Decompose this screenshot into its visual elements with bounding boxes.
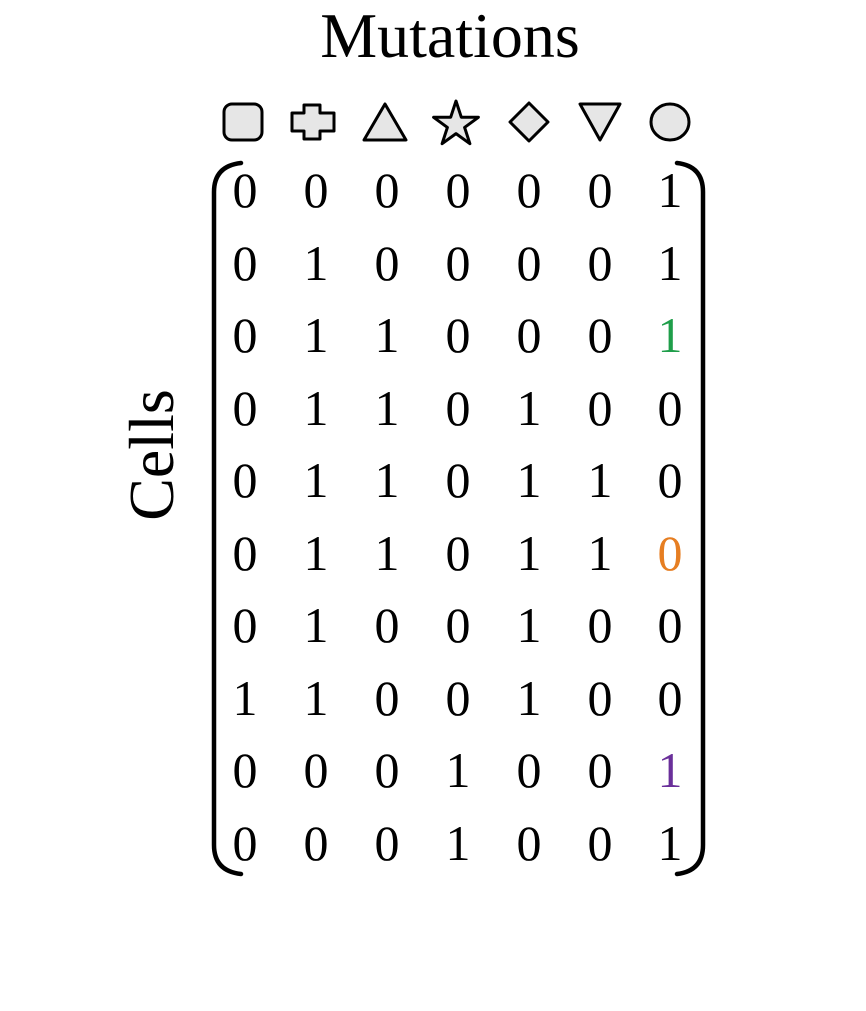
matrix-cell: 0 — [657, 669, 683, 726]
mutation-icons-row — [222, 99, 691, 146]
matrix-cell: 0 — [445, 379, 471, 436]
matrix-cell: 0 — [587, 742, 613, 798]
matrix-cell: 1 — [516, 524, 542, 581]
matrix-cell: 1 — [374, 379, 400, 436]
diagram-title: Mutations — [320, 0, 580, 71]
matrix-cell: 0 — [587, 669, 613, 726]
cells-axis-label: Cells — [116, 389, 187, 521]
matrix-cell: 1 — [516, 597, 542, 653]
matrix-cell: 0 — [374, 814, 400, 871]
matrix-cell: 0 — [445, 524, 471, 581]
matrix-cell: 0 — [516, 234, 542, 291]
matrix-cell: 1 — [587, 524, 613, 581]
matrix-cell: 0 — [516, 307, 542, 363]
matrix-cell: 0 — [303, 742, 329, 798]
matrix-cell: 0 — [232, 742, 258, 798]
matrix-cell: 1 — [303, 597, 329, 653]
matrix-cell: 0 — [374, 234, 400, 291]
matrix-cell: 1 — [303, 234, 329, 291]
matrix-cell: 0 — [445, 669, 471, 726]
matrix-cell: 1 — [374, 307, 400, 363]
matrix-cell: 1 — [374, 524, 400, 581]
matrix-cell: 1 — [303, 379, 329, 436]
matrix-cell: 0 — [445, 162, 471, 218]
matrix-cell: 0 — [445, 597, 471, 653]
matrix-cell: 1 — [303, 307, 329, 363]
matrix-cell: 1 — [303, 669, 329, 726]
matrix-cell: 0 — [303, 814, 329, 871]
matrix-cell: 1 — [516, 379, 542, 436]
matrix-cell: 0 — [232, 597, 258, 653]
matrix-cell: 0 — [587, 234, 613, 291]
matrix-cell: 1 — [374, 452, 400, 508]
matrix-cell: 0 — [232, 452, 258, 508]
matrix-cell: 0 — [374, 669, 400, 726]
diamond-icon — [508, 101, 550, 143]
rounded-square-icon — [222, 102, 264, 142]
matrix-cell: 0 — [232, 307, 258, 363]
matrix-cell: 1 — [232, 669, 258, 726]
matrix-cell: 1 — [445, 814, 471, 871]
matrix-cell: 0 — [657, 452, 683, 508]
plus-cross-icon — [290, 103, 336, 141]
matrix-cell: 0 — [657, 597, 683, 653]
matrix-cell: 0 — [232, 524, 258, 581]
matrix-cell: 0 — [374, 162, 400, 218]
matrix-cell: 0 — [445, 307, 471, 363]
matrix-cell: 1 — [657, 742, 683, 798]
triangle-up-icon — [362, 102, 408, 142]
matrix-cell: 0 — [587, 597, 613, 653]
matrix-cell: 1 — [657, 162, 683, 218]
matrix-cell: 1 — [516, 452, 542, 508]
matrix-cell: 0 — [516, 742, 542, 798]
matrix-cell: 0 — [232, 379, 258, 436]
matrix-cell: 0 — [657, 524, 683, 581]
matrix-cell: 1 — [303, 452, 329, 508]
matrix-cell: 1 — [516, 669, 542, 726]
circle-icon — [649, 102, 691, 142]
matrix-cell: 0 — [587, 814, 613, 871]
triangle-down-icon — [578, 102, 622, 142]
matrix-cell: 0 — [587, 379, 613, 436]
matrix-cell: 0 — [374, 742, 400, 798]
matrix-cell: 1 — [657, 234, 683, 291]
matrix-cell: 0 — [232, 814, 258, 871]
matrix-cell: 0 — [445, 452, 471, 508]
matrix-cell: 0 — [232, 162, 258, 218]
matrix-cell: 0 — [516, 814, 542, 871]
matrix-cell: 1 — [657, 307, 683, 363]
matrix-cell: 0 — [587, 162, 613, 218]
matrix-cell: 0 — [374, 597, 400, 653]
matrix-cell: 0 — [516, 162, 542, 218]
matrix-cell: 0 — [657, 379, 683, 436]
matrix-cell: 1 — [445, 742, 471, 798]
matrix-cell: 1 — [303, 524, 329, 581]
star-icon — [432, 99, 480, 146]
matrix-cell: 0 — [445, 234, 471, 291]
matrix-cell: 0 — [303, 162, 329, 218]
matrix-cell: 0 — [232, 234, 258, 291]
matrix-cell: 1 — [587, 452, 613, 508]
matrix-cell: 1 — [657, 814, 683, 871]
matrix-cell: 0 — [587, 307, 613, 363]
